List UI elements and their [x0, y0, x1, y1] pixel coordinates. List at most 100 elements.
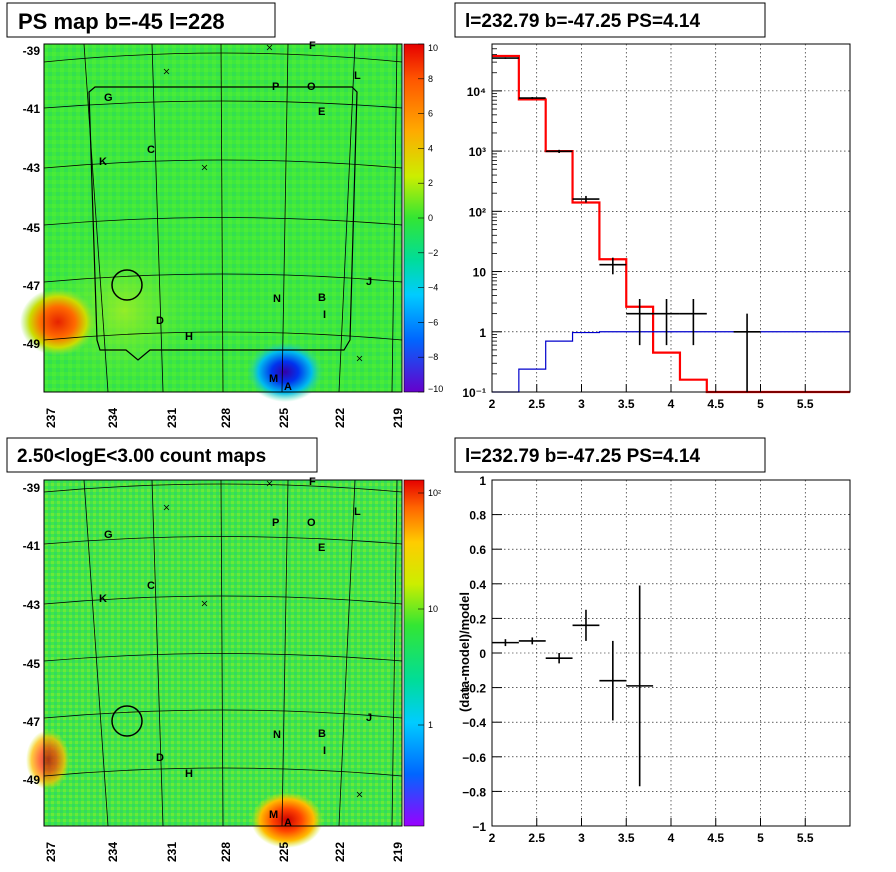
title-bottom-left-text: 2.50<logE<3.00 count maps — [17, 446, 266, 467]
residual-panel: 2 2.5 3 3.5 4 4.5 5 5.5 −1 −0.8 −0.6 −0.4 −0.2 0 0.2 0.… — [457, 474, 851, 845]
map-y-tick-label: -45 — [23, 657, 41, 671]
residual-ylabel: (data-model)/model — [457, 592, 472, 712]
ps-map-hot-spot — [20, 288, 96, 356]
residual-data-point — [599, 640, 627, 721]
src-label: L — [354, 506, 361, 518]
src-label: A — [284, 381, 292, 393]
spectrum-x-tick-label: 5 — [757, 397, 764, 411]
residual-x-tick-label: 4 — [668, 831, 675, 845]
residual-y-tick-label: −0.6 — [462, 751, 486, 765]
ps-map-y-ticks: -39 -41 -43 -45 -47 -49 — [23, 44, 41, 351]
map-y-tick-label: -49 — [23, 773, 41, 787]
title-top-right: l=232.79 b=-47.25 PS=4.14 — [454, 2, 766, 38]
spectrum-ticks: 2 2.5 3 3.5 4 4.5 5 5.5 10⁻¹ 1 10 10² 10³ 10⁴ — [462, 48, 814, 411]
spectrum-data-point — [518, 97, 546, 100]
count-map-y-ticks: -39 -41 -43 -45 -47 -49 — [23, 481, 41, 787]
src-label: N — [273, 729, 281, 741]
residual-x-tick-label: 4.5 — [707, 831, 724, 845]
spectrum-data-point — [545, 149, 573, 153]
count-map-hot-spot — [251, 792, 323, 848]
ps-map-x-ticks: 237 234 231 228 225 222 219 — [44, 408, 405, 428]
map-x-tick-label: 231 — [165, 842, 179, 862]
residual-data-point — [518, 637, 546, 645]
count-cb-tick: 1 — [428, 720, 433, 730]
src-label: G — [104, 529, 113, 541]
residual-y-tick-label: −1 — [472, 820, 486, 834]
src-label: E — [318, 542, 325, 554]
spectrum-grid — [491, 44, 850, 393]
ps-cb-tick-label: 4 — [428, 143, 433, 153]
residual-data-point — [572, 609, 600, 641]
map-x-tick-label: 234 — [106, 842, 120, 862]
src-label: C — [147, 580, 155, 592]
src-label: P — [272, 81, 279, 93]
src-label: O — [307, 517, 316, 529]
map-x-tick-label: 228 — [219, 408, 233, 428]
ps-map-frame — [43, 43, 403, 393]
ps-map-cold-spot — [247, 342, 323, 402]
map-y-tick-label: -41 — [23, 539, 41, 553]
count-cb-tick: 10² — [428, 488, 441, 498]
src-label: O — [307, 81, 316, 93]
ps-map-colorbar: 10 8 6 4 2 0 −2 −4 −6 −8 −10 — [403, 43, 443, 394]
spectrum-panel: 2 2.5 3 3.5 4 4.5 5 5.5 10⁻¹ 1 10 10² 10³ 10⁴ — [462, 43, 851, 411]
count-map-panel: G C K D H P O E F L J B I N M A 10² — [23, 476, 441, 862]
src-label: F — [309, 476, 316, 488]
src-label: K — [99, 593, 107, 605]
src-label: M — [269, 373, 278, 385]
src-label: F — [309, 40, 316, 52]
spectrum-x-tick-label: 3 — [578, 397, 585, 411]
residual-y-tick-label: 0.4 — [469, 578, 486, 592]
residual-grid — [491, 479, 850, 827]
ps-cb-tick-label: 10 — [428, 43, 438, 53]
ps-map-source-labels: G C K D H P O E F L J B I N M A — [99, 40, 372, 393]
count-map-x-ticks: 237 234 231 228 225 222 219 — [44, 842, 405, 862]
map-x-tick-label: 222 — [333, 842, 347, 862]
residual-x-tick-label: 2 — [489, 831, 496, 845]
ps-cb-tick-label: 2 — [428, 178, 433, 188]
spectrum-y-tick-label: 10⁴ — [467, 85, 486, 99]
ps-map-coordinate-grid — [43, 43, 403, 393]
src-label: H — [185, 331, 193, 343]
spectrum-data-point — [733, 313, 761, 392]
title-top-left-text: PS map b=-45 l=228 — [18, 9, 225, 34]
count-map-frame — [43, 479, 403, 827]
count-map-roi-circle — [111, 705, 143, 737]
map-y-tick-label: -39 — [23, 44, 41, 58]
spectrum-x-tick-label: 4 — [668, 397, 675, 411]
title-top-left: PS map b=-45 l=228 — [6, 2, 276, 38]
count-cb-tick: 10 — [428, 604, 438, 614]
title-bottom-right-text: l=232.79 b=-47.25 PS=4.14 — [465, 446, 700, 467]
count-map-source-labels: G C K D H P O E F L J B I N M A — [99, 476, 372, 829]
residual-y-tick-label: 0 — [479, 647, 486, 661]
spectrum-data-point — [492, 57, 519, 59]
map-y-tick-label: -43 — [23, 161, 41, 175]
residual-data-point — [545, 653, 573, 664]
map-x-tick-label: 222 — [333, 408, 347, 428]
ps-cb-tick-label: −6 — [428, 317, 438, 327]
count-map-colorbar: 10² 10 1 — [403, 479, 441, 827]
spectrum-series — [492, 54, 850, 394]
ps-cb-tick-label: 6 — [428, 109, 433, 119]
spectrum-data-point — [653, 299, 680, 346]
src-label: C — [147, 144, 155, 156]
residual-y-tick-label: 0.6 — [469, 543, 486, 557]
map-y-tick-label: -47 — [23, 715, 41, 729]
spectrum-y-tick-label: 10³ — [469, 145, 486, 159]
src-label: I — [323, 745, 326, 757]
count-map-coordinate-grid — [43, 479, 403, 827]
ps-cb-tick-label: 8 — [428, 74, 433, 84]
count-colorbar-scale — [403, 479, 425, 827]
residual-data-point — [492, 639, 519, 647]
residual-y-tick-label: 0.8 — [469, 509, 486, 523]
src-label: B — [318, 728, 326, 740]
map-y-tick-label: -45 — [23, 221, 41, 235]
spectrum-data-point — [679, 299, 707, 346]
title-top-right-text: l=232.79 b=-47.25 PS=4.14 — [465, 11, 700, 32]
spectrum-x-tick-label: 5.5 — [797, 397, 814, 411]
residual-x-tick-label: 2.5 — [528, 831, 545, 845]
src-label: D — [156, 752, 164, 764]
map-y-tick-label: -43 — [23, 598, 41, 612]
ps-cb-tick-label: −2 — [428, 248, 438, 258]
residual-y-tick-label: −0.2 — [462, 682, 486, 696]
